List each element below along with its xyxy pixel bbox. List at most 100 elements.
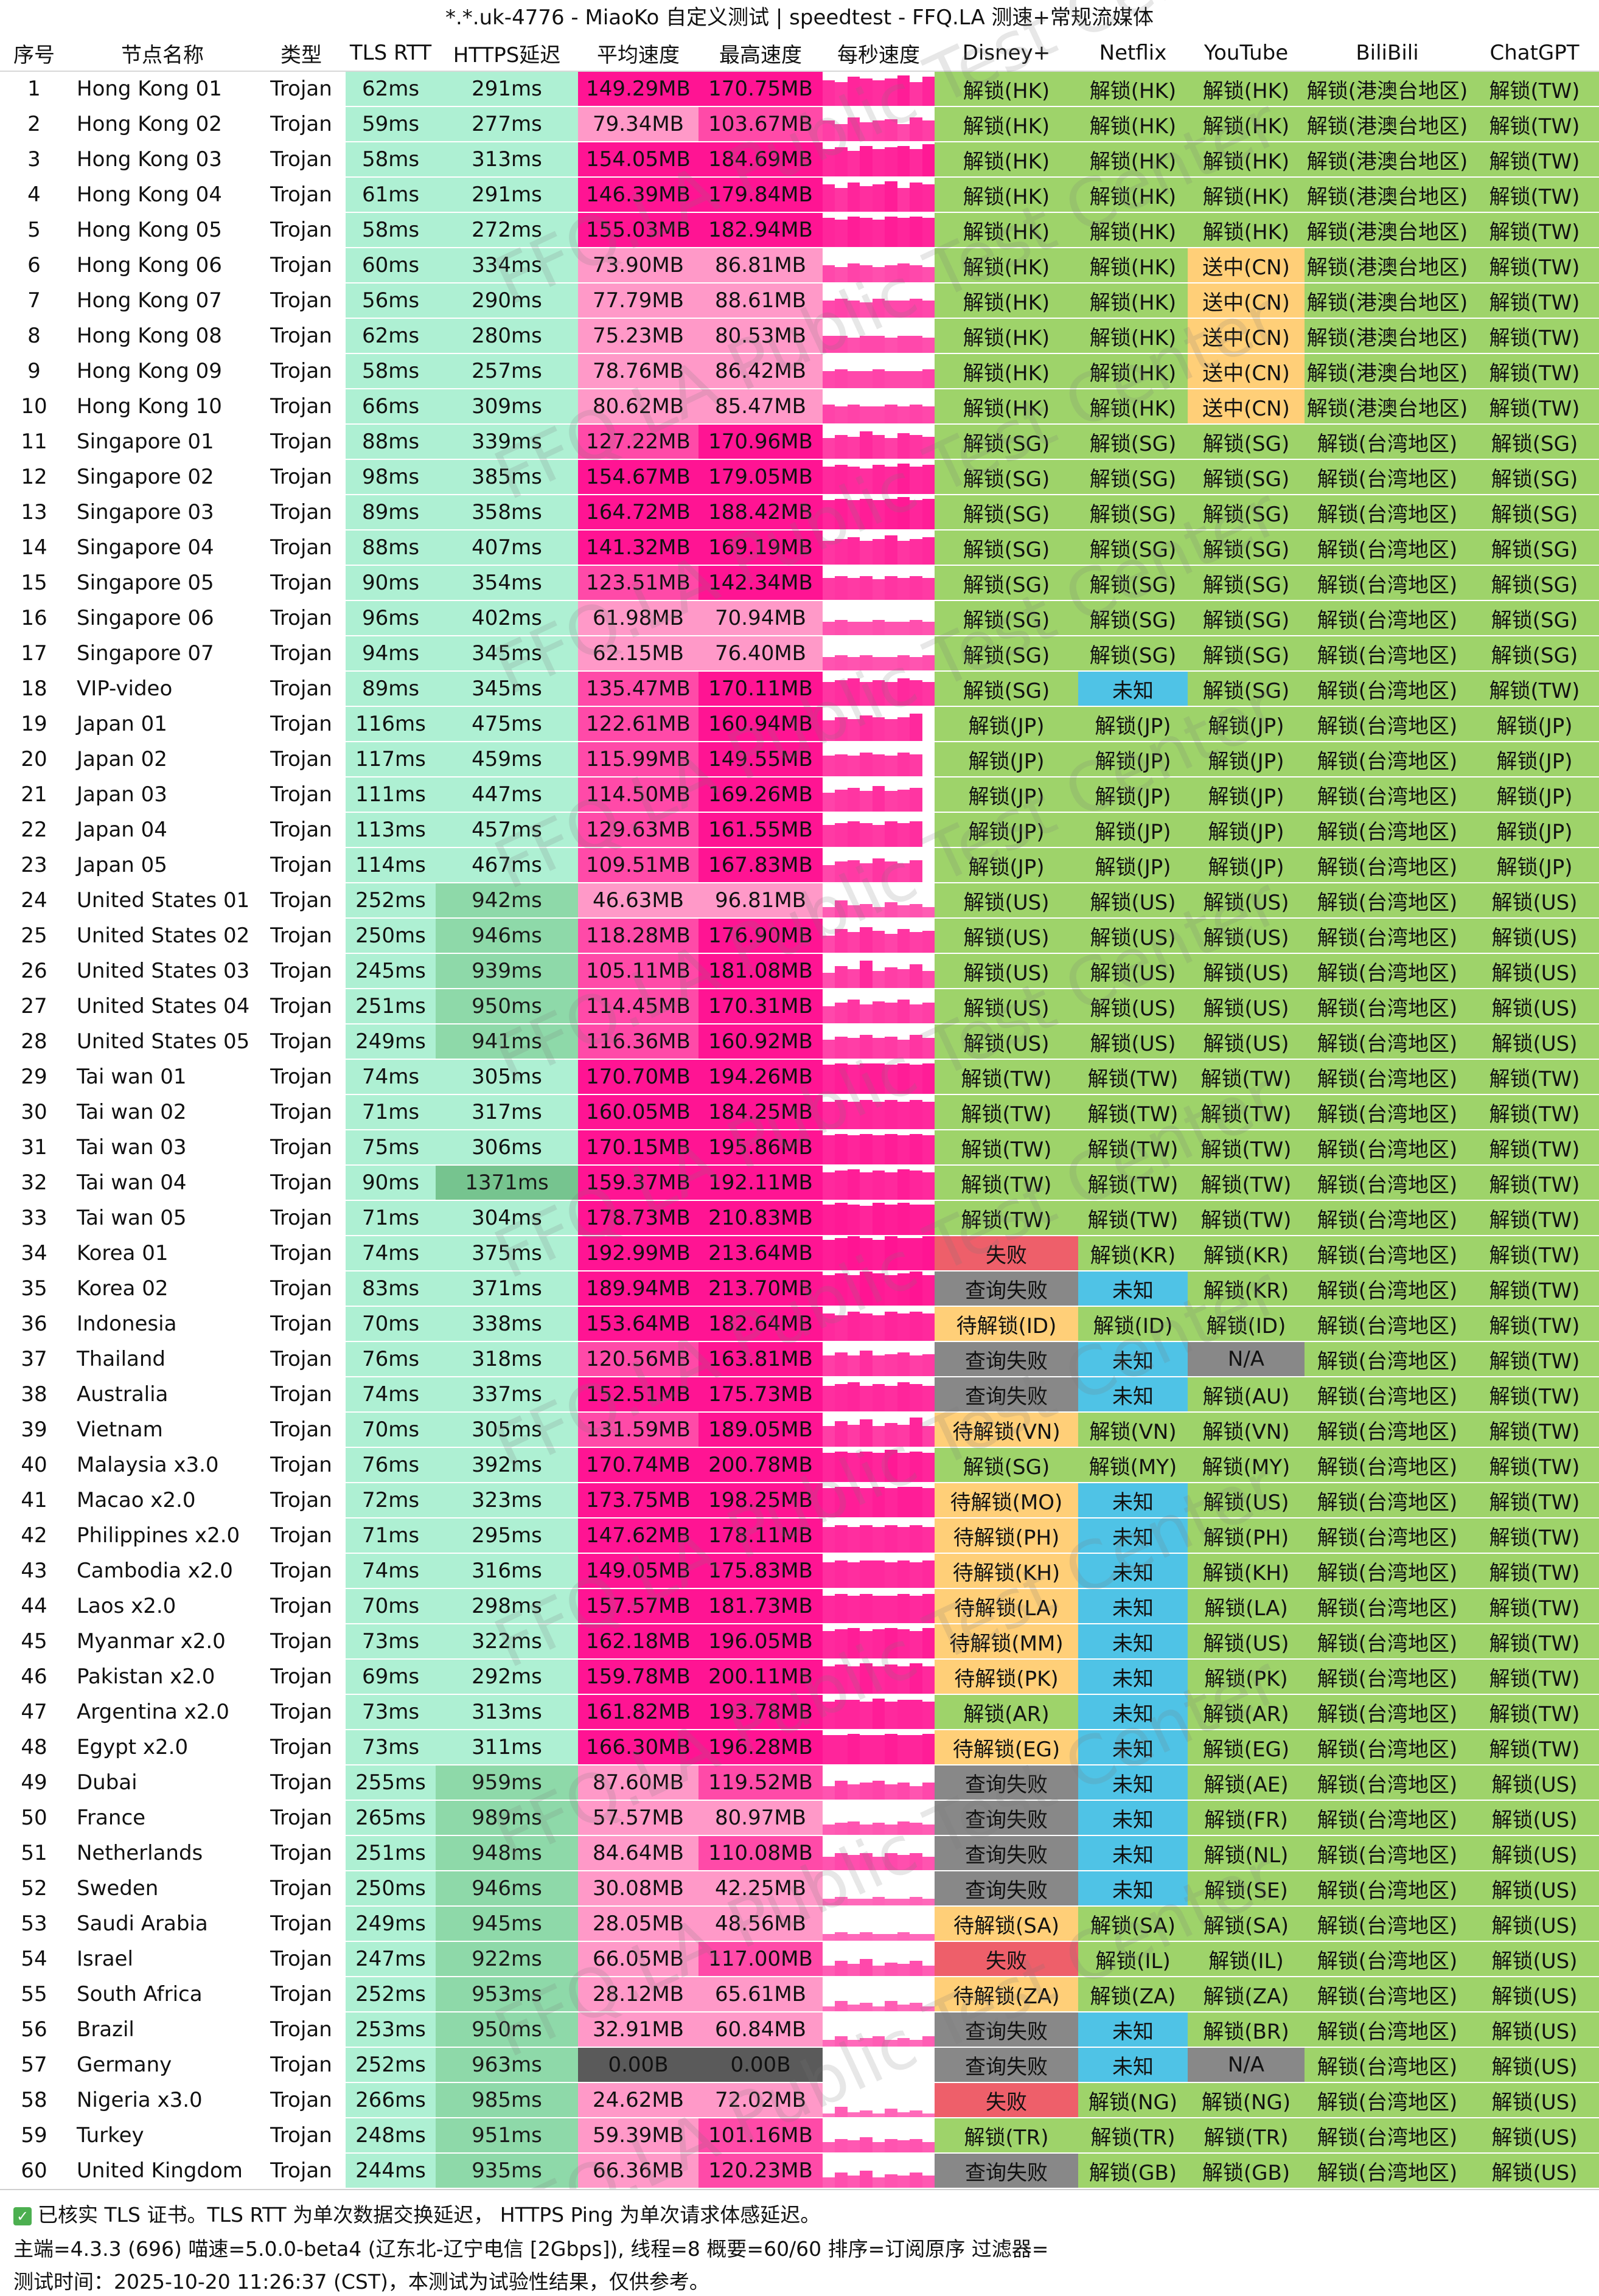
table-row[interactable]: 38 Australia Trojan 74ms 337ms 152.51MB 175.73…: [0, 1377, 1599, 1413]
header-tls-rtt[interactable]: TLS RTT: [346, 35, 436, 72]
table-row[interactable]: 27 United States 04 Trojan 251ms 950ms 114.45…: [0, 989, 1599, 1025]
table-row[interactable]: 37 Thailand Trojan 76ms 318ms 120.56MB 163.81M…: [0, 1341, 1599, 1377]
table-row[interactable]: 20 Japan 02 Trojan 117ms 459ms 115.99MB 149.55…: [0, 742, 1599, 778]
speed-sparkline: [823, 848, 935, 882]
table-row[interactable]: 32 Tai wan 04 Trojan 90ms 1371ms 159.37MB 192.…: [0, 1165, 1599, 1201]
table-row[interactable]: 1 Hong Kong 01 Trojan 62ms 291ms 149.29MB 170.…: [0, 71, 1599, 107]
table-row[interactable]: 16 Singapore 06 Trojan 96ms 402ms 61.98MB 70.9…: [0, 600, 1599, 636]
header-disney[interactable]: Disney+: [935, 35, 1078, 72]
bilibili-status: 解锁(台湾地区): [1305, 636, 1470, 672]
header-per-second-speed[interactable]: 每秒速度: [823, 35, 935, 72]
table-row[interactable]: 44 Laos x2.0 Trojan 70ms 298ms 157.57MB 181.73…: [0, 1588, 1599, 1624]
node-name: Hong Kong 02: [68, 106, 257, 142]
table-row[interactable]: 40 Malaysia x3.0 Trojan 76ms 392ms 170.74MB 20…: [0, 1447, 1599, 1483]
table-row[interactable]: 29 Tai wan 01 Trojan 74ms 305ms 170.70MB 194.2…: [0, 1059, 1599, 1095]
row-index: 11: [0, 424, 68, 460]
table-row[interactable]: 14 Singapore 04 Trojan 88ms 407ms 141.32MB 169…: [0, 530, 1599, 566]
bilibili-status: 解锁(台湾地区): [1305, 2012, 1470, 2048]
header-netflix[interactable]: Netflix: [1078, 35, 1188, 72]
max-speed: 200.11MB: [698, 1659, 823, 1695]
table-row[interactable]: 59 Turkey Trojan 248ms 951ms 59.39MB 101.16MB 解…: [0, 2118, 1599, 2154]
speed-sparkline: [823, 1907, 935, 1940]
header-youtube[interactable]: YouTube: [1188, 35, 1305, 72]
table-row[interactable]: 51 Netherlands Trojan 251ms 948ms 84.64MB 110.…: [0, 1835, 1599, 1871]
table-row[interactable]: 54 Israel Trojan 247ms 922ms 66.05MB 117.00MB 失…: [0, 1941, 1599, 1977]
speed-bar: [823, 1006, 835, 1023]
header-https-latency[interactable]: HTTPS延迟: [436, 35, 578, 72]
row-index: 32: [0, 1165, 68, 1201]
speed-bar: [910, 82, 922, 105]
header-chatgpt[interactable]: ChatGPT: [1470, 35, 1599, 72]
table-row[interactable]: 41 Macao x2.0 Trojan 72ms 323ms 173.75MB 198.2…: [0, 1483, 1599, 1518]
table-row[interactable]: 10 Hong Kong 10 Trojan 66ms 309ms 80.62MB 85.4…: [0, 389, 1599, 425]
table-row[interactable]: 4 Hong Kong 04 Trojan 61ms 291ms 146.39MB 179.…: [0, 177, 1599, 213]
table-row[interactable]: 2 Hong Kong 02 Trojan 59ms 277ms 79.34MB 103.6…: [0, 106, 1599, 142]
speed-bar: [835, 619, 848, 635]
speed-bar: [823, 1562, 835, 1587]
table-row[interactable]: 35 Korea 02 Trojan 83ms 371ms 189.94MB 213.70M…: [0, 1271, 1599, 1307]
table-row[interactable]: 23 Japan 05 Trojan 114ms 467ms 109.51MB 167.83…: [0, 847, 1599, 883]
table-row[interactable]: 3 Hong Kong 03 Trojan 58ms 313ms 154.05MB 184.…: [0, 142, 1599, 178]
table-row[interactable]: 60 United Kingdom Trojan 244ms 935ms 66.36MB 1…: [0, 2153, 1599, 2189]
table-row[interactable]: 36 Indonesia Trojan 70ms 338ms 153.64MB 182.64…: [0, 1306, 1599, 1342]
tls-rtt: 76ms: [346, 1447, 436, 1483]
youtube-status: 解锁(NG): [1188, 2082, 1305, 2118]
speed-bar: [885, 1825, 897, 1834]
table-row[interactable]: 31 Tai wan 03 Trojan 75ms 306ms 170.15MB 195.8…: [0, 1130, 1599, 1166]
netflix-status: 解锁(JP): [1078, 847, 1188, 883]
table-row[interactable]: 58 Nigeria x3.0 Trojan 266ms 985ms 24.62MB 72.…: [0, 2082, 1599, 2118]
table-row[interactable]: 17 Singapore 07 Trojan 94ms 345ms 62.15MB 76.4…: [0, 636, 1599, 672]
table-row[interactable]: 5 Hong Kong 05 Trojan 58ms 272ms 155.03MB 182.…: [0, 212, 1599, 248]
table-row[interactable]: 39 Vietnam Trojan 70ms 305ms 131.59MB 189.05MB…: [0, 1412, 1599, 1448]
table-row[interactable]: 52 Sweden Trojan 250ms 946ms 30.08MB 42.25MB 查询…: [0, 1871, 1599, 1907]
footer-tls-note: 已核实 TLS 证书。TLS RTT 为单次数据交换延迟， HTTPS Ping…: [38, 2203, 821, 2227]
header-bilibili[interactable]: BiliBili: [1305, 35, 1470, 72]
speed-sparkline: [823, 1271, 935, 1305]
table-row[interactable]: 22 Japan 04 Trojan 113ms 457ms 129.63MB 161.55…: [0, 812, 1599, 848]
table-row[interactable]: 53 Saudi Arabia Trojan 249ms 945ms 28.05MB 48.…: [0, 1906, 1599, 1942]
chatgpt-status: 解锁(US): [1470, 883, 1599, 919]
table-row[interactable]: 9 Hong Kong 09 Trojan 58ms 257ms 78.76MB 86.42…: [0, 353, 1599, 389]
table-row[interactable]: 33 Tai wan 05 Trojan 71ms 304ms 178.73MB 210.8…: [0, 1200, 1599, 1236]
table-row[interactable]: 24 United States 01 Trojan 252ms 942ms 46.63M…: [0, 883, 1599, 919]
table-row[interactable]: 7 Hong Kong 07 Trojan 56ms 290ms 77.79MB 88.61…: [0, 283, 1599, 319]
table-row[interactable]: 12 Singapore 02 Trojan 98ms 385ms 154.67MB 179…: [0, 459, 1599, 495]
table-row[interactable]: 18 VIP-video Trojan 89ms 345ms 135.47MB 170.11…: [0, 671, 1599, 707]
header-index[interactable]: 序号: [0, 35, 68, 72]
youtube-status: 解锁(TR): [1188, 2118, 1305, 2154]
table-row[interactable]: 28 United States 05 Trojan 249ms 941ms 116.36…: [0, 1024, 1599, 1060]
speed-bar: [897, 1932, 910, 1940]
table-row[interactable]: 19 Japan 01 Trojan 116ms 475ms 122.61MB 160.94…: [0, 706, 1599, 742]
header-max-speed[interactable]: 最高速度: [698, 35, 823, 72]
table-row[interactable]: 48 Egypt x2.0 Trojan 73ms 311ms 166.30MB 196.2…: [0, 1730, 1599, 1765]
header-type[interactable]: 类型: [257, 35, 346, 72]
table-row[interactable]: 13 Singapore 03 Trojan 89ms 358ms 164.72MB 188…: [0, 495, 1599, 531]
speed-bar: [897, 1169, 910, 1199]
header-avg-speed[interactable]: 平均速度: [578, 35, 698, 72]
table-row[interactable]: 45 Myanmar x2.0 Trojan 73ms 322ms 162.18MB 196…: [0, 1624, 1599, 1660]
speed-bar: [823, 336, 835, 352]
table-row[interactable]: 11 Singapore 01 Trojan 88ms 339ms 127.22MB 170…: [0, 424, 1599, 460]
table-row[interactable]: 34 Korea 01 Trojan 74ms 375ms 192.99MB 213.64M…: [0, 1236, 1599, 1271]
table-row[interactable]: 42 Philippines x2.0 Trojan 71ms 295ms 147.62M…: [0, 1518, 1599, 1554]
table-row[interactable]: 15 Singapore 05 Trojan 90ms 354ms 123.51MB 142…: [0, 565, 1599, 601]
table-row[interactable]: 49 Dubai Trojan 255ms 959ms 87.60MB 119.52MB 查询…: [0, 1765, 1599, 1801]
table-row[interactable]: 43 Cambodia x2.0 Trojan 74ms 316ms 149.05MB 17…: [0, 1553, 1599, 1589]
header-node-name[interactable]: 节点名称: [68, 35, 257, 72]
bilibili-status: 解锁(台湾地区): [1305, 812, 1470, 848]
table-row[interactable]: 57 Germany Trojan 252ms 963ms 0.00B 0.00B 查询失败未…: [0, 2047, 1599, 2083]
table-row[interactable]: 46 Pakistan x2.0 Trojan 69ms 292ms 159.78MB 20…: [0, 1659, 1599, 1695]
table-row[interactable]: 8 Hong Kong 08 Trojan 62ms 280ms 75.23MB 80.53…: [0, 318, 1599, 354]
table-row[interactable]: 50 France Trojan 265ms 989ms 57.57MB 80.97MB 查询…: [0, 1800, 1599, 1836]
table-row[interactable]: 56 Brazil Trojan 253ms 950ms 32.91MB 60.84MB 查询…: [0, 2012, 1599, 2048]
table-row[interactable]: 26 United States 03 Trojan 245ms 939ms 105.11…: [0, 953, 1599, 989]
table-row[interactable]: 47 Argentina x2.0 Trojan 73ms 313ms 161.82MB 1…: [0, 1694, 1599, 1730]
table-row[interactable]: 30 Tai wan 02 Trojan 71ms 317ms 160.05MB 184.2…: [0, 1094, 1599, 1130]
speed-bar: [860, 1451, 873, 1481]
chatgpt-status: 解锁(US): [1470, 1800, 1599, 1836]
table-row[interactable]: 21 Japan 03 Trojan 111ms 447ms 114.50MB 169.26…: [0, 777, 1599, 813]
table-row[interactable]: 6 Hong Kong 06 Trojan 60ms 334ms 73.90MB 86.81…: [0, 248, 1599, 284]
table-row[interactable]: 55 South Africa Trojan 252ms 953ms 28.12MB 65.…: [0, 1977, 1599, 2012]
table-row[interactable]: 25 United States 02 Trojan 250ms 946ms 118.28…: [0, 918, 1599, 954]
node-type: Trojan: [257, 1447, 346, 1483]
